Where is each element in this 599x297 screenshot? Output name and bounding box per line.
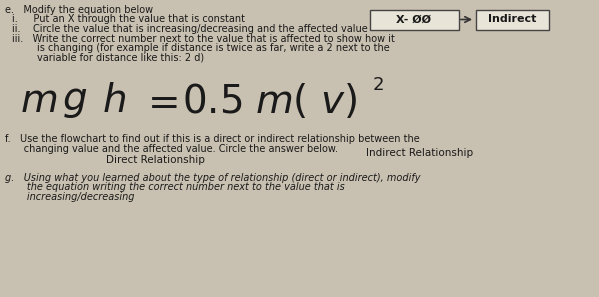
Text: changing value and the affected value. Circle the answer below.: changing value and the affected value. C… xyxy=(5,143,338,154)
Text: $m$: $m$ xyxy=(20,83,58,121)
Text: e.   Modify the equation below: e. Modify the equation below xyxy=(5,5,153,15)
Text: X- ØØ: X- ØØ xyxy=(397,15,431,24)
Text: Indirect Relationship: Indirect Relationship xyxy=(367,148,474,158)
FancyBboxPatch shape xyxy=(476,10,549,29)
Text: the equation writing the correct number next to the value that is: the equation writing the correct number … xyxy=(5,182,345,192)
Text: increasing/decreasing: increasing/decreasing xyxy=(5,192,135,202)
Text: ii.    Circle the value that is increasing/decreasing and the affected value: ii. Circle the value that is increasing/… xyxy=(12,24,368,34)
Text: $m($: $m($ xyxy=(255,83,307,121)
Text: $2$: $2$ xyxy=(372,76,384,94)
FancyBboxPatch shape xyxy=(370,10,458,29)
Text: $=$: $=$ xyxy=(140,83,178,121)
Text: iii.   Write the correct number next to the value that is affected to show how i: iii. Write the correct number next to th… xyxy=(12,34,395,43)
Text: $0.5$: $0.5$ xyxy=(182,83,243,121)
Text: i.     Put an X through the value that is constant: i. Put an X through the value that is co… xyxy=(12,15,245,24)
Text: Indirect: Indirect xyxy=(488,15,536,24)
Text: is changing (for example if distance is twice as far, write a 2 next to the: is changing (for example if distance is … xyxy=(12,43,390,53)
Text: $h$: $h$ xyxy=(102,83,126,121)
Text: Direct Relationship: Direct Relationship xyxy=(105,155,204,165)
Text: f.   Use the flowchart to find out if this is a direct or indirect relationship : f. Use the flowchart to find out if this… xyxy=(5,134,420,144)
Text: variable for distance like this: 2 d): variable for distance like this: 2 d) xyxy=(12,53,204,62)
Text: $g$: $g$ xyxy=(62,83,87,121)
Text: g.   Using what you learned about the type of relationship (direct or indirect),: g. Using what you learned about the type… xyxy=(5,173,420,183)
Text: $v)$: $v)$ xyxy=(320,83,357,121)
